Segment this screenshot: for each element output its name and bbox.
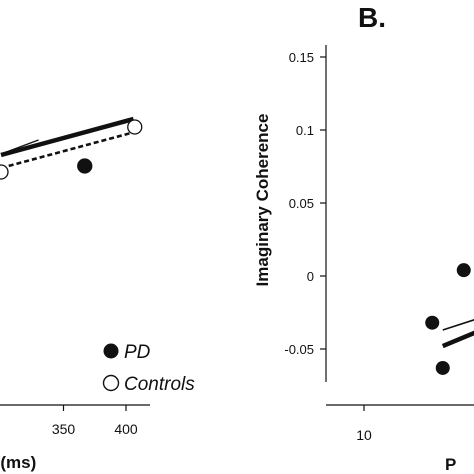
panel-a-x-tick-label: 350: [52, 421, 76, 437]
panel-b-title: B.: [358, 2, 386, 33]
panel-a-fit-line: [0, 139, 39, 155]
panel-b-point-pd: [435, 360, 450, 375]
legend-marker-controls: [102, 374, 120, 392]
panel-b-fit-line: [441, 330, 474, 349]
panel-a-point-controls: [0, 164, 9, 180]
panel-a-x-tick-label: 400: [114, 421, 138, 437]
panel-a-point-controls: [127, 119, 143, 135]
panel-a-fit-line: [0, 116, 135, 158]
legend-label-controls: Controls: [124, 374, 195, 395]
panel-b-point-pd: [425, 315, 440, 330]
panel-b-y-tick-label: -0.05: [284, 342, 314, 357]
panel-a-fit-line: [0, 130, 136, 170]
panel-b-x-tick-label: 10: [356, 427, 372, 443]
panel-b-y-tick-label: 0.15: [289, 50, 314, 65]
panel-b-y-tick-label: 0.05: [289, 196, 314, 211]
legend-marker-pd: [103, 343, 119, 359]
panel-b-y-tick-label: 0.1: [296, 123, 314, 138]
panel-b: B. 0.15 0.1 0.05 0 -0.05 10 Imaginary Coheren…: [253, 2, 474, 474]
panel-a-x-axis-label: ...e (ms): [0, 453, 36, 472]
panel-a-point-pd: [77, 158, 93, 174]
legend-label-pd: PD: [124, 342, 151, 363]
panel-b-x-axis-label: P: [445, 455, 456, 474]
panel-a-legend: PD Controls: [102, 342, 195, 395]
panel-a: 350 400 ...e (ms) PD Controls: [0, 116, 195, 472]
panel-b-y-axis-label: Imaginary Coherence: [253, 114, 272, 287]
panel-b-point-pd: [456, 263, 471, 278]
panel-b-fit-line: [442, 319, 474, 331]
panel-b-y-tick-label: 0: [307, 269, 314, 284]
